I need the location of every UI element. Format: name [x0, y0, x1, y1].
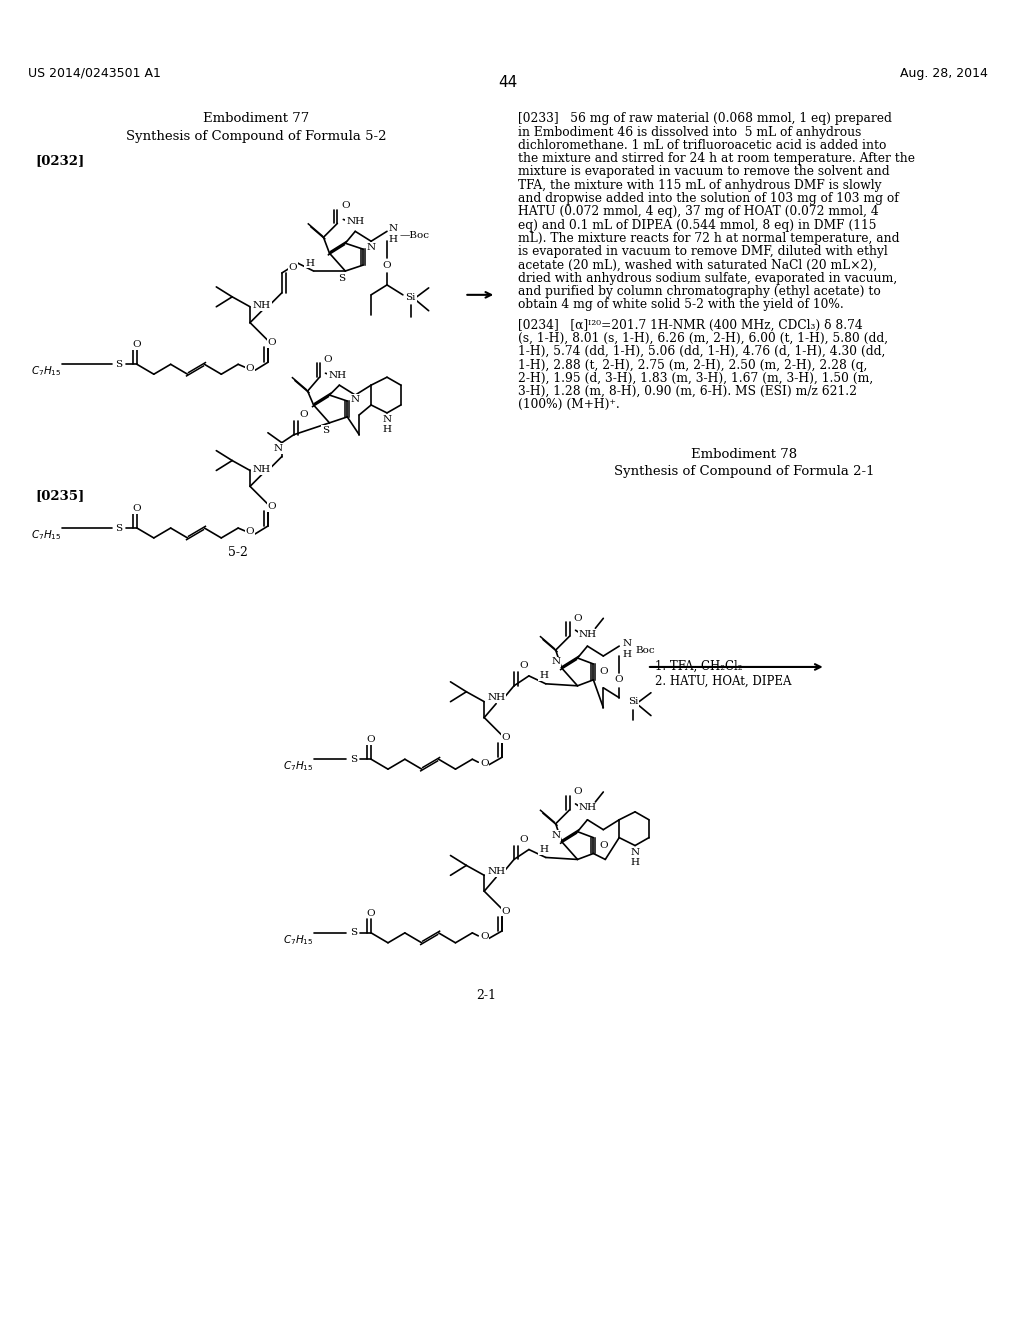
Text: US 2014/0243501 A1: US 2014/0243501 A1 — [28, 66, 161, 79]
Text: O: O — [614, 676, 624, 684]
Text: [0233]   56 mg of raw material (0.068 mmol, 1 eq) prepared: [0233] 56 mg of raw material (0.068 mmol… — [518, 112, 892, 125]
Text: mixture is evaporated in vacuum to remove the solvent and: mixture is evaporated in vacuum to remov… — [518, 165, 890, 178]
Text: S: S — [338, 275, 345, 284]
Text: 1-H), 5.74 (dd, 1-H), 5.06 (dd, 1-H), 4.76 (d, 1-H), 4.30 (dd,: 1-H), 5.74 (dd, 1-H), 5.06 (dd, 1-H), 4.… — [518, 346, 886, 358]
Text: O: O — [341, 201, 349, 210]
Text: Si: Si — [628, 697, 638, 706]
Text: 5-2: 5-2 — [228, 546, 248, 558]
Text: 1-H), 2.88 (t, 2-H), 2.75 (m, 2-H), 2.50 (m, 2-H), 2.28 (q,: 1-H), 2.88 (t, 2-H), 2.75 (m, 2-H), 2.50… — [518, 359, 867, 371]
Text: in Embodiment 46 is dissolved into  5 mL of anhydrous: in Embodiment 46 is dissolved into 5 mL … — [518, 125, 861, 139]
Text: O: O — [267, 502, 276, 511]
Text: Aug. 28, 2014: Aug. 28, 2014 — [900, 66, 988, 79]
Text: N: N — [350, 395, 359, 404]
Text: O: O — [502, 907, 510, 916]
Text: H: H — [540, 672, 548, 680]
Text: $C_7H_{15}$: $C_7H_{15}$ — [283, 759, 313, 774]
Text: O: O — [289, 263, 297, 272]
Text: NH: NH — [329, 371, 346, 380]
Text: S: S — [322, 426, 329, 436]
Text: O: O — [573, 788, 582, 796]
Text: H: H — [383, 425, 391, 434]
Text: O: O — [519, 836, 528, 843]
Text: dried with anhydrous sodium sulfate, evaporated in vacuum,: dried with anhydrous sodium sulfate, eva… — [518, 272, 897, 285]
Text: Synthesis of Compound of Formula 2-1: Synthesis of Compound of Formula 2-1 — [614, 465, 874, 478]
Text: O: O — [480, 932, 488, 941]
Text: O: O — [383, 260, 391, 269]
Text: NH: NH — [579, 630, 597, 639]
Text: Embodiment 77: Embodiment 77 — [203, 112, 309, 125]
Text: acetate (20 mL), washed with saturated NaCl (20 mL×2),: acetate (20 mL), washed with saturated N… — [518, 259, 878, 272]
Text: S: S — [349, 928, 356, 937]
Text: S: S — [116, 524, 123, 532]
Text: NH: NH — [346, 216, 365, 226]
Text: O: O — [480, 759, 488, 768]
Text: 2-H), 1.95 (d, 3-H), 1.83 (m, 3-H), 1.67 (m, 3-H), 1.50 (m,: 2-H), 1.95 (d, 3-H), 1.83 (m, 3-H), 1.67… — [518, 372, 873, 385]
Text: N: N — [551, 657, 560, 667]
Text: H: H — [540, 845, 548, 854]
Text: Si: Si — [406, 293, 416, 302]
Text: S: S — [116, 360, 123, 368]
Text: [0234]   [α]ᴵ²⁰=201.7 1H-NMR (400 MHz, CDCl₃) δ 8.74: [0234] [α]ᴵ²⁰=201.7 1H-NMR (400 MHz, CDC… — [518, 318, 863, 331]
Text: 2. HATU, HOAt, DIPEA: 2. HATU, HOAt, DIPEA — [655, 675, 792, 688]
Text: Embodiment 78: Embodiment 78 — [691, 447, 798, 461]
Text: S: S — [349, 755, 356, 764]
Text: (100%) (M+H)⁺.: (100%) (M+H)⁺. — [518, 399, 620, 412]
Text: eq) and 0.1 mL of DIPEA (0.544 mmol, 8 eq) in DMF (115: eq) and 0.1 mL of DIPEA (0.544 mmol, 8 e… — [518, 219, 877, 231]
Text: $C_7H_{15}$: $C_7H_{15}$ — [31, 528, 61, 541]
Text: H: H — [388, 235, 397, 244]
Text: (s, 1-H), 8.01 (s, 1-H), 6.26 (m, 2-H), 6.00 (t, 1-H), 5.80 (dd,: (s, 1-H), 8.01 (s, 1-H), 6.26 (m, 2-H), … — [518, 331, 888, 345]
Text: [0235]: [0235] — [36, 490, 85, 503]
Text: mL). The mixture reacts for 72 h at normal temperature, and: mL). The mixture reacts for 72 h at norm… — [518, 232, 899, 246]
Text: and purified by column chromatography (ethyl acetate) to: and purified by column chromatography (e… — [518, 285, 881, 298]
Text: HATU (0.072 mmol, 4 eq), 37 mg of HOAT (0.072 mmol, 4: HATU (0.072 mmol, 4 eq), 37 mg of HOAT (… — [518, 206, 879, 218]
Text: N: N — [623, 639, 632, 648]
Text: $C_7H_{15}$: $C_7H_{15}$ — [283, 933, 313, 946]
Text: 44: 44 — [499, 74, 518, 90]
Text: is evaporated in vacuum to remove DMF, diluted with ethyl: is evaporated in vacuum to remove DMF, d… — [518, 246, 888, 259]
Text: H: H — [631, 858, 640, 867]
Text: TFA, the mixture with 115 mL of anhydrous DMF is slowly: TFA, the mixture with 115 mL of anhydrou… — [518, 178, 882, 191]
Text: O: O — [502, 733, 510, 742]
Text: O: O — [367, 735, 376, 744]
Text: N: N — [388, 224, 397, 232]
Text: NH: NH — [487, 693, 505, 702]
Text: O: O — [324, 355, 332, 364]
Text: 3-H), 1.28 (m, 8-H), 0.90 (m, 6-H). MS (ESI) m/z 621.2: 3-H), 1.28 (m, 8-H), 0.90 (m, 6-H). MS (… — [518, 385, 857, 399]
Text: N: N — [382, 416, 391, 424]
Text: [0232]: [0232] — [36, 154, 85, 166]
Text: NH: NH — [253, 465, 271, 474]
Text: O: O — [246, 364, 254, 372]
Text: Synthesis of Compound of Formula 5-2: Synthesis of Compound of Formula 5-2 — [126, 131, 386, 143]
Text: O: O — [133, 341, 141, 348]
Text: dichloromethane. 1 mL of trifluoroacetic acid is added into: dichloromethane. 1 mL of trifluoroacetic… — [518, 139, 887, 152]
Text: O: O — [299, 411, 308, 420]
Text: O: O — [519, 661, 528, 671]
Text: NH: NH — [487, 867, 505, 876]
Text: O: O — [367, 908, 376, 917]
Text: 1. TFA, CH₂Cl₂: 1. TFA, CH₂Cl₂ — [655, 660, 742, 673]
Text: NH: NH — [579, 804, 597, 812]
Text: O: O — [133, 504, 141, 512]
Text: N: N — [551, 832, 560, 840]
Text: N: N — [273, 444, 283, 453]
Text: NH: NH — [253, 301, 271, 310]
Text: H: H — [305, 259, 314, 268]
Text: the mixture and stirred for 24 h at room temperature. After the: the mixture and stirred for 24 h at room… — [518, 152, 915, 165]
Text: O: O — [267, 338, 276, 347]
Text: O: O — [246, 528, 254, 536]
Text: O: O — [573, 614, 582, 623]
Text: O: O — [599, 841, 607, 850]
Text: Boc: Boc — [635, 645, 654, 655]
Text: $C_7H_{15}$: $C_7H_{15}$ — [31, 364, 61, 378]
Text: O: O — [599, 668, 607, 676]
Text: —Boc: —Boc — [400, 231, 430, 240]
Text: obtain 4 mg of white solid 5-2 with the yield of 10%.: obtain 4 mg of white solid 5-2 with the … — [518, 298, 844, 312]
Text: H: H — [623, 649, 632, 659]
Text: 2-1: 2-1 — [476, 990, 497, 1002]
Text: N: N — [631, 847, 640, 857]
Text: N: N — [367, 243, 376, 252]
Text: and dropwise added into the solution of 103 mg of 103 mg of: and dropwise added into the solution of … — [518, 191, 899, 205]
